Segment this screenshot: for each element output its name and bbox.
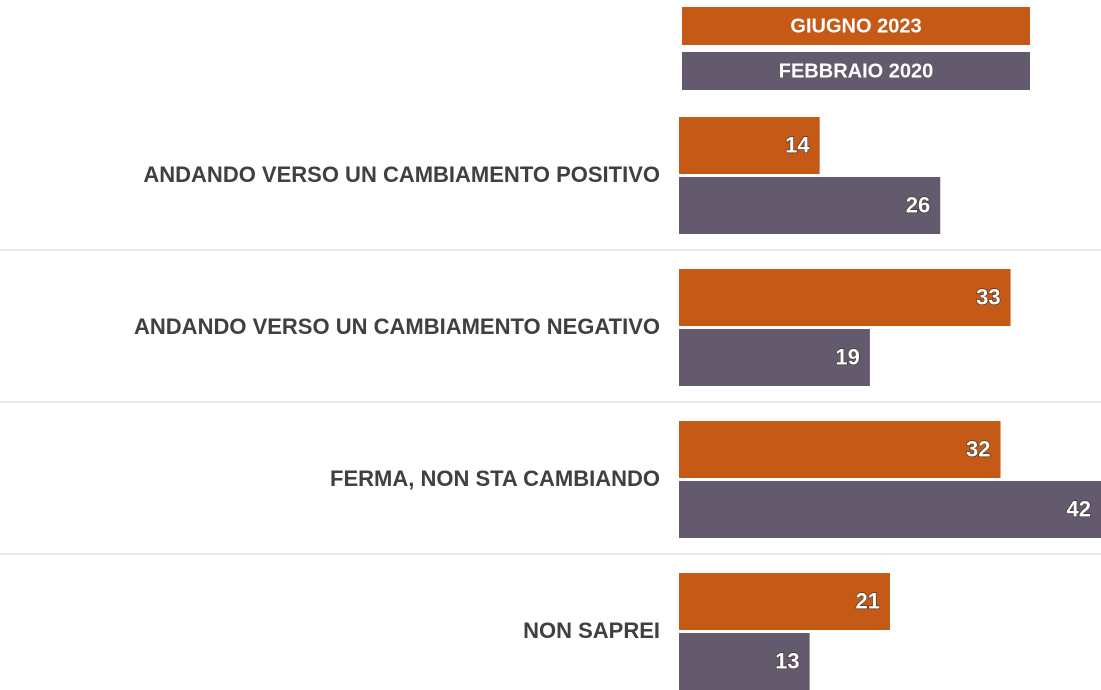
category-label: ANDANDO VERSO UN CAMBIAMENTO NEGATIVO xyxy=(134,314,660,339)
category-label: ANDANDO VERSO UN CAMBIAMENTO POSITIVO xyxy=(143,162,660,187)
value-label: 13 xyxy=(775,648,799,673)
bar xyxy=(679,481,1101,538)
bar xyxy=(679,421,1001,478)
category-label: NON SAPREI xyxy=(523,618,660,643)
legend-label: FEBBRAIO 2020 xyxy=(779,60,934,82)
value-label: 19 xyxy=(835,344,859,369)
value-label: 21 xyxy=(856,588,880,613)
bar xyxy=(679,117,820,174)
legend-swatch xyxy=(682,52,1030,90)
value-label: 33 xyxy=(976,284,1000,309)
value-label: 42 xyxy=(1067,496,1091,521)
bar xyxy=(679,269,1011,326)
bar xyxy=(679,177,941,234)
value-label: 14 xyxy=(785,132,810,157)
bar xyxy=(679,573,890,630)
legend-label: GIUGNO 2023 xyxy=(790,15,921,37)
value-label: 26 xyxy=(906,192,930,217)
category-label: FERMA, NON STA CAMBIANDO xyxy=(330,466,660,491)
bar xyxy=(679,633,810,690)
value-label: 32 xyxy=(966,436,990,461)
legend-swatch xyxy=(682,7,1030,45)
bar xyxy=(679,329,870,386)
